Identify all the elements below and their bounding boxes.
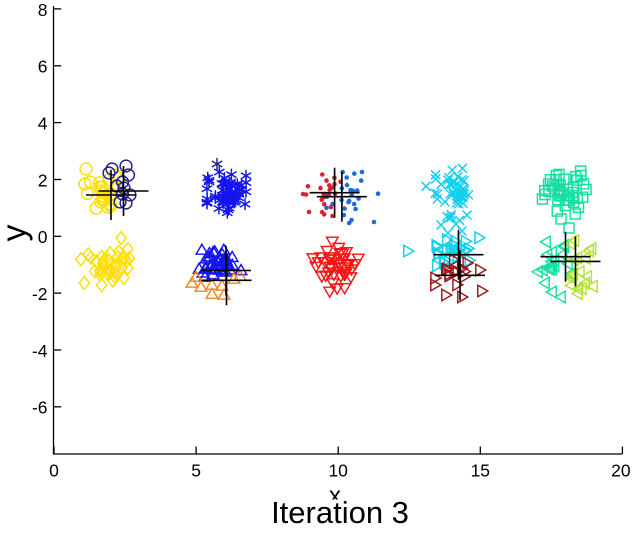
svg-text:8: 8 [38,0,48,20]
svg-text:2: 2 [38,170,48,190]
svg-text:4: 4 [38,114,48,134]
svg-text:0: 0 [49,461,59,481]
svg-text:y: y [0,225,34,242]
svg-text:0: 0 [38,227,48,247]
svg-text:10: 10 [328,461,348,481]
svg-text:-4: -4 [32,341,48,361]
svg-text:20: 20 [611,461,631,481]
svg-text:-6: -6 [32,398,48,418]
svg-text:-2: -2 [32,284,48,304]
svg-text:15: 15 [471,461,490,481]
svg-text:6: 6 [38,57,48,77]
svg-text:5: 5 [191,461,201,481]
svg-text:Iteration 3: Iteration 3 [271,495,409,530]
svg-text:x: x [329,483,341,510]
